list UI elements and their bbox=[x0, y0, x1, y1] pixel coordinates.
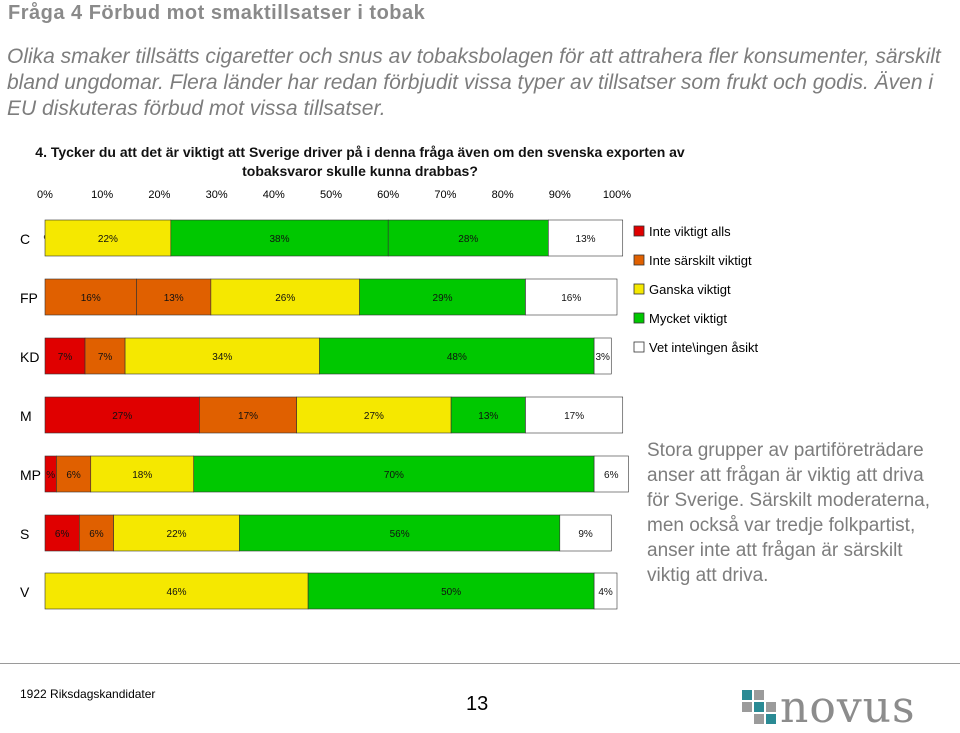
data-label: 38% bbox=[270, 234, 290, 245]
bar-segment bbox=[593, 337, 612, 375]
bar-segment bbox=[387, 219, 549, 257]
bar-segment bbox=[593, 572, 618, 610]
data-label: 13% bbox=[576, 234, 596, 245]
data-label: 22% bbox=[167, 529, 187, 540]
data-label: 22% bbox=[98, 234, 118, 245]
bar-segment bbox=[307, 572, 595, 610]
x-tick-label: 50% bbox=[320, 189, 342, 201]
bar-segment bbox=[113, 514, 240, 552]
data-label: 16% bbox=[561, 293, 581, 304]
x-tick-label: 100% bbox=[603, 189, 631, 201]
category-label: S bbox=[20, 526, 29, 542]
category-label: V bbox=[20, 584, 30, 600]
data-label: 56% bbox=[390, 529, 410, 540]
data-label: 46% bbox=[167, 587, 187, 598]
x-tick-label: 40% bbox=[263, 189, 285, 201]
data-label: 29% bbox=[433, 293, 453, 304]
data-label: 27% bbox=[112, 411, 132, 422]
category-label: KD bbox=[20, 349, 39, 365]
bar-segment bbox=[199, 396, 297, 434]
x-tick-label: 20% bbox=[148, 189, 170, 201]
x-tick-label: 80% bbox=[492, 189, 514, 201]
bar-segment bbox=[79, 514, 114, 552]
data-label: 48% bbox=[447, 352, 467, 363]
summary-note: Stora grupper av partiföreträdare anser … bbox=[647, 440, 931, 586]
x-tick-label: 90% bbox=[549, 189, 571, 201]
data-label: 6% bbox=[55, 529, 70, 540]
bar-segment bbox=[210, 278, 360, 316]
bar-segment bbox=[124, 337, 320, 375]
bar-segment bbox=[44, 219, 172, 257]
bar-segment bbox=[319, 337, 595, 375]
data-label: 7% bbox=[98, 352, 113, 363]
bar-segment bbox=[84, 337, 126, 375]
data-label: 34% bbox=[212, 352, 232, 363]
page-number: 13 bbox=[466, 693, 489, 715]
legend-swatch bbox=[633, 225, 645, 237]
category-label: MP bbox=[20, 467, 41, 483]
bar-segment bbox=[136, 278, 212, 316]
footer-divider bbox=[0, 663, 960, 664]
data-label: 17% bbox=[238, 411, 258, 422]
legend-swatch bbox=[633, 341, 645, 353]
data-label: 17% bbox=[564, 411, 584, 422]
legend-swatch bbox=[633, 283, 645, 295]
bar-segment bbox=[559, 514, 612, 552]
stacked-bar-chart: 0% 10% 20% 30% 40% 50% 60% 70% 80% 90% 100% C FP KD M M… bbox=[20, 189, 759, 610]
bar-segment bbox=[44, 514, 80, 552]
data-label: 13% bbox=[164, 293, 184, 304]
bar-segment bbox=[44, 278, 137, 316]
footer-source: 1922 Riksdagskandidater bbox=[20, 687, 156, 701]
legend-label: Vet inte\ingen åsikt bbox=[649, 340, 759, 355]
category-label: C bbox=[20, 231, 30, 247]
category-label: FP bbox=[20, 290, 38, 306]
bar-segment bbox=[525, 396, 624, 434]
legend-swatch bbox=[633, 254, 645, 266]
bar-segment bbox=[593, 455, 629, 493]
data-label: 13% bbox=[478, 411, 498, 422]
data-label: 28% bbox=[458, 234, 478, 245]
data-label: 27% bbox=[364, 411, 384, 422]
data-label: % bbox=[46, 470, 55, 481]
question-text: 4. Tycker du att det är viktigt att Sver… bbox=[35, 144, 685, 179]
x-tick-label: 30% bbox=[206, 189, 228, 201]
x-tick-label: 10% bbox=[91, 189, 113, 201]
data-label: 4% bbox=[598, 587, 613, 598]
data-label: 6% bbox=[89, 529, 104, 540]
data-label: 70% bbox=[384, 470, 404, 481]
data-label: 26% bbox=[275, 293, 295, 304]
data-label: 18% bbox=[132, 470, 152, 481]
bar-segment bbox=[548, 219, 624, 257]
data-label: 3% bbox=[595, 352, 610, 363]
bar-segment bbox=[56, 455, 92, 493]
data-label: 6% bbox=[604, 470, 619, 481]
bar-segment bbox=[359, 278, 526, 316]
data-label: 7% bbox=[58, 352, 73, 363]
data-label: 9% bbox=[578, 529, 593, 540]
legend-swatch bbox=[633, 312, 645, 324]
novus-logo-text: novus bbox=[780, 682, 916, 733]
bar-segment bbox=[450, 396, 526, 434]
legend-label: Inte särskilt viktigt bbox=[649, 253, 752, 268]
bar-segment bbox=[44, 396, 200, 434]
bar-segment bbox=[170, 219, 389, 257]
bar-segment bbox=[193, 455, 595, 493]
legend-label: Mycket viktigt bbox=[649, 311, 727, 326]
data-label: 50% bbox=[441, 587, 461, 598]
bar-segment bbox=[44, 572, 309, 610]
category-label: M bbox=[20, 408, 32, 424]
x-tick-label: 60% bbox=[377, 189, 399, 201]
legend-label: Inte viktigt alls bbox=[649, 224, 731, 239]
intro-text: Olika smaker tillsätts cigaretter och sn… bbox=[7, 45, 941, 120]
novus-logo-mark bbox=[742, 690, 776, 724]
page-title: Fråga 4 Förbud mot smaktillsatser i toba… bbox=[8, 2, 426, 24]
legend-label: Ganska viktigt bbox=[649, 282, 731, 297]
x-tick-label: 70% bbox=[434, 189, 456, 201]
bar-segment bbox=[525, 278, 618, 316]
x-tick-label: 0% bbox=[37, 189, 53, 201]
data-label: 6% bbox=[66, 470, 81, 481]
bar-segment bbox=[44, 337, 86, 375]
data-label: 16% bbox=[81, 293, 101, 304]
bar-segment bbox=[239, 514, 561, 552]
